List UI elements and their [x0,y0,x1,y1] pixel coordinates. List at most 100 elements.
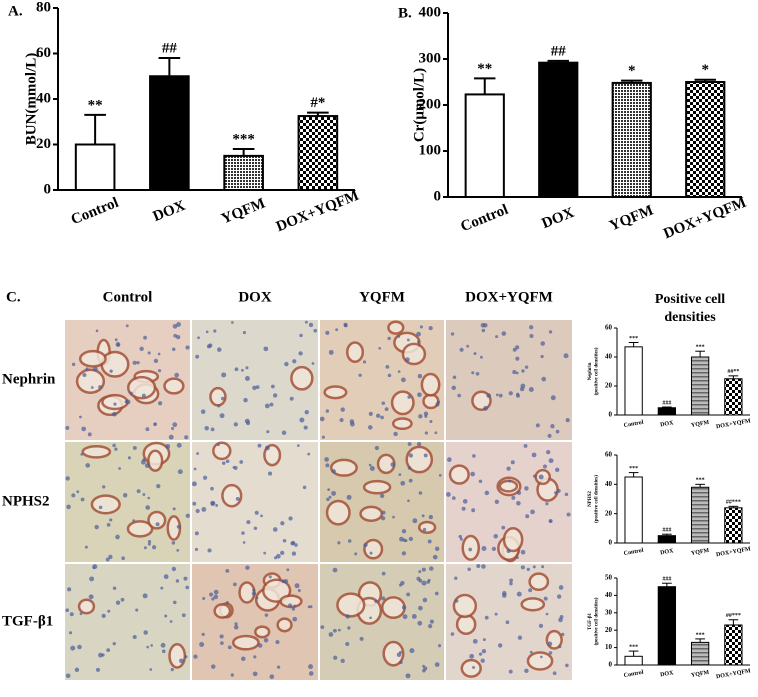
nucleus [265,445,270,451]
bar [611,81,652,198]
nucleus [516,556,519,560]
nucleus [206,344,211,349]
nucleus [408,453,414,458]
nucleus [378,346,382,350]
nucleus [106,648,111,652]
bar [724,378,743,416]
nucleus [177,469,183,475]
tubule [528,572,550,591]
nucleus [508,669,513,674]
nucleus [423,453,428,458]
nucleus [328,632,334,637]
nucleus [483,405,488,411]
y-tick-label: 400 [419,4,442,20]
nucleus [152,545,157,550]
y-tick-label: 20 [605,626,613,634]
significance-label: *** [629,644,638,650]
nucleus [478,479,483,484]
significance-label: *** [696,632,705,638]
column-header: YQFM [359,289,405,305]
nucleus [404,539,408,543]
nucleus [67,587,72,592]
y-axis-label: (positive cell densities) [594,475,599,523]
nucleus [362,360,367,364]
column-header: DOX [238,289,272,305]
tubule [390,390,415,416]
nucleus [529,325,534,330]
nucleus [321,435,325,439]
nucleus [424,414,428,418]
nucleus [346,494,352,500]
nucleus [121,556,125,561]
y-tick-label: 300 [419,50,442,66]
nucleus [94,524,99,530]
tubule [209,386,227,407]
nucleus [264,403,270,409]
y-tick-label: 50 [605,574,613,582]
nucleus [272,527,278,532]
y-axis-label: (positive cell densities) [594,597,599,645]
nucleus [139,346,144,352]
nucleus [531,452,537,458]
tubule [163,377,185,395]
nucleus [149,668,153,671]
tubule [345,341,365,364]
nucleus [257,643,263,648]
row-label: NPHS2 [2,493,50,509]
nucleus [374,445,380,451]
significance-label: ### [662,577,671,583]
nucleus [563,353,569,359]
nucleus [183,576,188,581]
x-tick-label: Control [623,548,644,557]
nucleus [196,452,200,455]
nucleus [230,673,234,677]
nucleus [363,542,368,548]
tubule [147,449,164,472]
bar [690,641,710,666]
nucleus [497,643,503,648]
nucleus [399,650,402,654]
nucleus [160,642,166,648]
tubule [498,479,519,493]
nucleus [308,671,314,676]
nucleus [325,330,330,335]
tubule [81,444,112,459]
nucleus [171,566,177,572]
nucleus [263,637,269,643]
nucleus [219,413,225,419]
nucleus [125,324,129,328]
bar [657,407,677,416]
nucleus [422,527,427,532]
nucleus [252,671,258,677]
significance-label: *** [629,466,638,472]
nucleus [93,366,98,372]
nucleus [135,608,139,612]
y-tick-label: 60 [605,324,613,332]
x-tick-label: DOX+YQFM [716,546,752,558]
nucleus [400,580,405,586]
tubule [405,445,434,474]
nucleus [245,366,249,370]
nucleus [202,597,206,601]
nucleus [510,460,515,465]
nucleus [102,485,106,489]
nucleus [308,664,314,670]
nucleus [379,493,385,499]
nucleus [313,328,318,333]
nucleus [307,452,311,456]
tubule [336,592,366,618]
nucleus [554,467,560,473]
nucleus [407,442,412,446]
nucleus [498,393,503,398]
nucleus [529,650,533,654]
nucleus [428,325,433,331]
y-axis-label: NPHS2 [588,491,593,507]
nucleus [157,369,162,373]
nucleus [281,579,286,584]
nucleus [512,347,517,352]
nucleus [201,507,207,512]
bar [690,486,710,544]
nucleus [418,414,423,419]
nucleus [143,546,147,550]
